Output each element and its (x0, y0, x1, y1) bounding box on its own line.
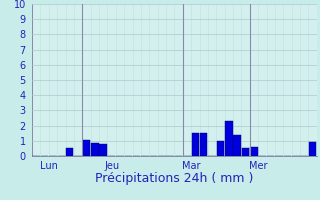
Bar (217, 141, 224, 156)
Bar (192, 133, 199, 156)
Bar (250, 147, 258, 156)
Bar (66, 148, 74, 156)
Bar (100, 144, 107, 156)
X-axis label: Précipitations 24h ( mm ): Précipitations 24h ( mm ) (95, 172, 253, 185)
Bar (225, 121, 233, 156)
Bar (91, 143, 99, 156)
Bar (234, 135, 241, 156)
Bar (309, 142, 316, 156)
Bar (83, 140, 90, 156)
Bar (242, 148, 249, 156)
Bar (200, 133, 207, 156)
